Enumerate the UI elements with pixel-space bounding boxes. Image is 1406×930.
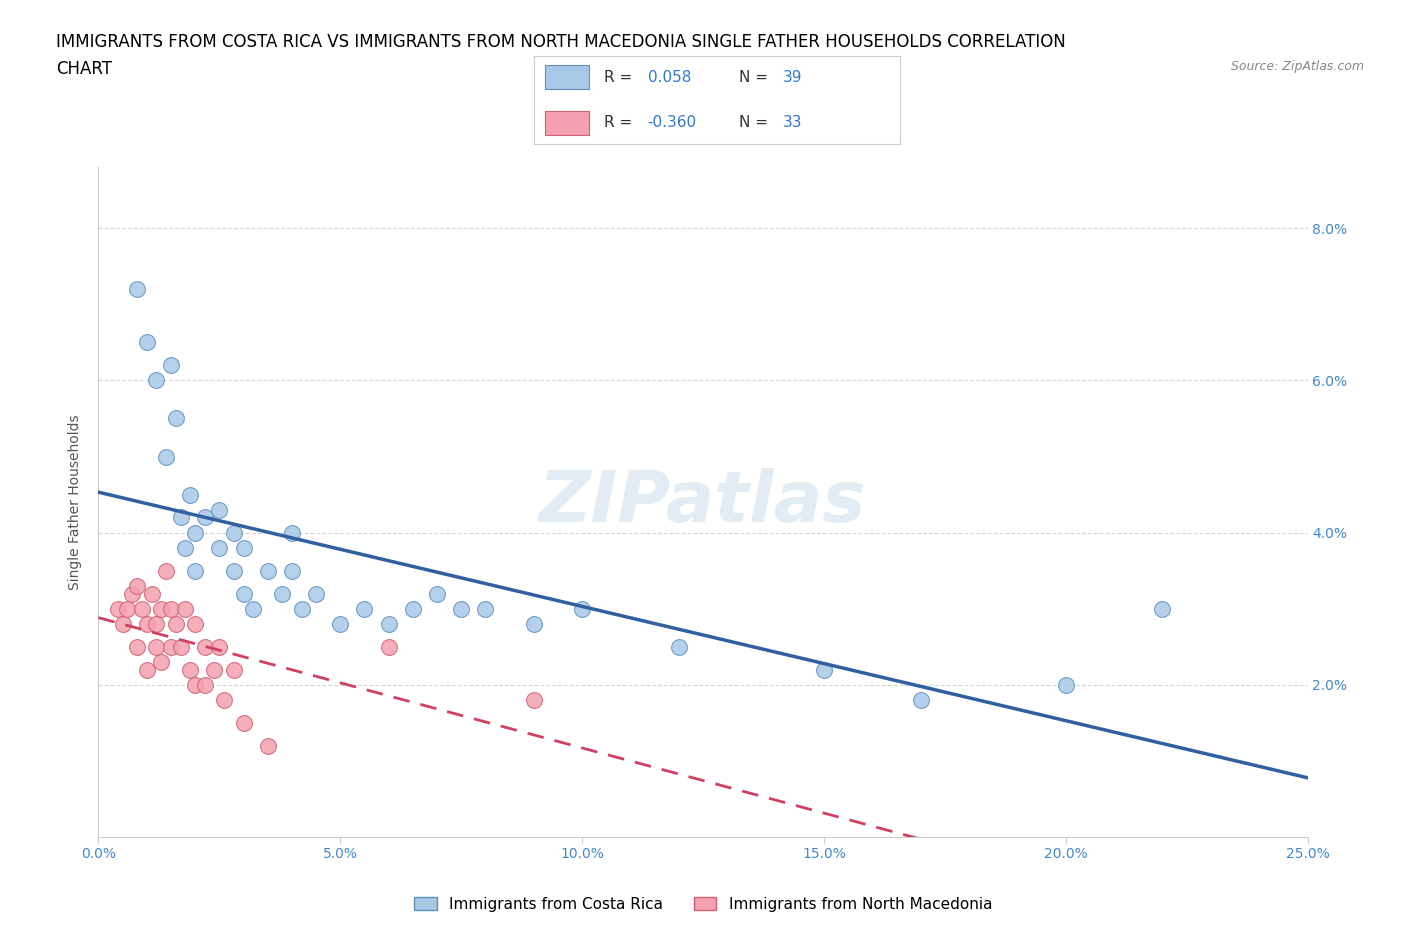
Point [212, 693, 235, 708]
Point [160, 639, 183, 654]
Point [194, 639, 217, 654]
Point [910, 693, 932, 708]
Point [135, 335, 157, 350]
Point [169, 510, 191, 525]
Point [194, 677, 217, 692]
Point [1152, 602, 1174, 617]
Point [208, 540, 231, 555]
Text: 0.058: 0.058 [648, 70, 690, 85]
Point [165, 617, 187, 631]
Y-axis label: Single Father Households: Single Father Households [69, 415, 83, 590]
Point [281, 525, 304, 540]
Text: IMMIGRANTS FROM COSTA RICA VS IMMIGRANTS FROM NORTH MACEDONIA SINGLE FATHER HOUS: IMMIGRANTS FROM COSTA RICA VS IMMIGRANTS… [56, 33, 1066, 50]
Point [256, 738, 278, 753]
Text: 39: 39 [783, 70, 803, 85]
Point [117, 602, 139, 617]
Point [155, 449, 177, 464]
Point [242, 602, 264, 617]
Point [208, 502, 231, 517]
Point [184, 525, 207, 540]
Point [145, 373, 167, 388]
Point [135, 662, 157, 677]
Point [222, 662, 245, 677]
Text: Source: ZipAtlas.com: Source: ZipAtlas.com [1230, 60, 1364, 73]
Point [160, 602, 183, 617]
Point [184, 677, 207, 692]
Point [571, 602, 593, 617]
Point [426, 586, 449, 601]
Point [111, 617, 134, 631]
Point [179, 487, 201, 502]
Point [135, 617, 157, 631]
Point [305, 586, 328, 601]
Point [131, 602, 153, 617]
Point [353, 602, 375, 617]
Point [222, 564, 245, 578]
Bar [546, 111, 589, 136]
Point [165, 411, 187, 426]
Point [145, 639, 167, 654]
Point [194, 510, 217, 525]
Text: ZIPatlas: ZIPatlas [540, 468, 866, 537]
Text: N =: N = [740, 115, 773, 130]
Point [174, 540, 197, 555]
Point [232, 540, 254, 555]
Point [402, 602, 425, 617]
Point [204, 662, 226, 677]
Point [271, 586, 294, 601]
Point [281, 564, 304, 578]
Point [1054, 677, 1077, 692]
Point [377, 639, 399, 654]
Text: N =: N = [740, 70, 773, 85]
Point [668, 639, 690, 654]
Point [377, 617, 399, 631]
Text: -0.360: -0.360 [648, 115, 697, 130]
Point [222, 525, 245, 540]
Point [208, 639, 231, 654]
Point [155, 564, 177, 578]
Point [329, 617, 352, 631]
Point [523, 617, 546, 631]
Point [121, 586, 143, 601]
Point [523, 693, 546, 708]
Legend: Immigrants from Costa Rica, Immigrants from North Macedonia: Immigrants from Costa Rica, Immigrants f… [408, 890, 998, 918]
Point [150, 602, 173, 617]
Text: CHART: CHART [56, 60, 112, 78]
Point [145, 617, 167, 631]
Point [184, 564, 207, 578]
Point [174, 602, 197, 617]
Bar [546, 65, 589, 89]
Point [127, 282, 149, 297]
Point [813, 662, 835, 677]
Point [232, 586, 254, 601]
Point [179, 662, 201, 677]
Point [232, 715, 254, 730]
Point [150, 655, 173, 670]
Point [184, 617, 207, 631]
Point [290, 602, 312, 617]
Text: 33: 33 [783, 115, 803, 130]
Point [127, 578, 149, 593]
Point [169, 639, 191, 654]
Text: R =: R = [603, 115, 637, 130]
Point [450, 602, 472, 617]
Point [474, 602, 496, 617]
Point [127, 639, 149, 654]
Point [256, 564, 278, 578]
Point [141, 586, 163, 601]
Text: R =: R = [603, 70, 637, 85]
Point [107, 602, 129, 617]
Point [160, 358, 183, 373]
